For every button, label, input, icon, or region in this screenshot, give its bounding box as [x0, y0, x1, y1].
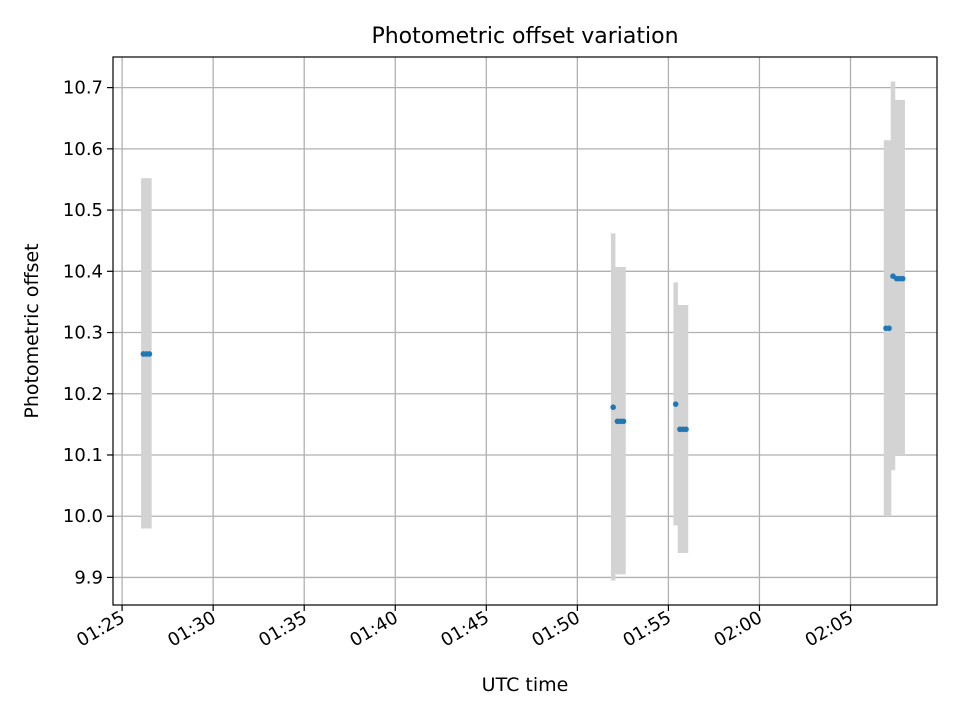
- y-tick-label: 10.5: [63, 200, 103, 221]
- y-tick-label: 10.1: [63, 445, 103, 466]
- y-axis-label: Photometric offset: [21, 243, 43, 418]
- data-points: [140, 273, 906, 433]
- data-point: [683, 426, 689, 433]
- chart-title: Photometric offset variation: [371, 24, 678, 49]
- y-tick-label: 10.0: [63, 506, 103, 527]
- y-tick-label: 10.3: [63, 323, 103, 344]
- y-tick-label: 10.7: [63, 78, 103, 99]
- x-axis-label: UTC time: [482, 674, 569, 696]
- y-tick-label: 10.6: [63, 139, 103, 160]
- data-point: [146, 351, 153, 357]
- data-point: [620, 418, 627, 425]
- data-point: [899, 275, 906, 282]
- y-tick-label: 10.4: [63, 261, 103, 282]
- data-point: [886, 325, 892, 332]
- y-tick-label: 9.9: [74, 567, 103, 588]
- data-point: [672, 401, 679, 407]
- plot-frame: [112, 56, 938, 606]
- grid: [113, 57, 937, 605]
- y-tick-label: 10.2: [63, 384, 103, 405]
- data-point: [610, 404, 616, 411]
